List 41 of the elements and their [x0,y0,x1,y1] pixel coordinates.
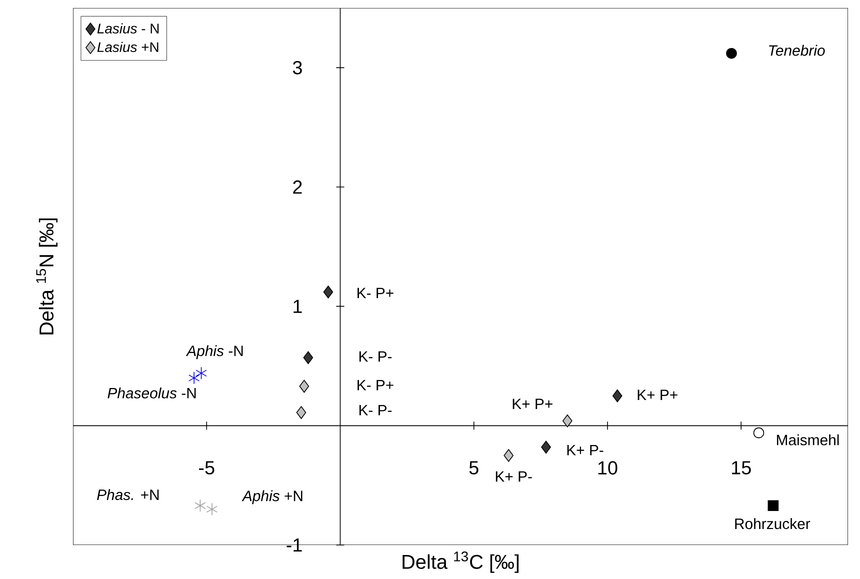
point [541,440,551,454]
annotation: Aphis -N [186,345,243,360]
point [612,389,622,402]
x-tick-label: -5 [199,461,214,474]
y-tick-label: 3 [292,60,302,74]
annotation: Aphis +N [242,490,302,504]
annotation: Rohrzucker [735,518,810,530]
x-tick-label: 5 [469,461,478,474]
point [299,380,310,393]
x-tick-label: 10 [598,461,618,475]
point [206,502,218,516]
point [726,48,737,59]
point [303,351,314,364]
annotation: Tenebrio [769,44,825,56]
point [323,286,334,298]
y-axis-title: Delta $^{15}$N [‰] [36,218,58,334]
point [296,406,306,419]
annotation: Phas. +N [97,489,159,500]
point [562,414,572,428]
legend-label: Lasius - N [97,23,159,34]
annotation: K- P+ [358,288,394,298]
annotation: K- P- [359,351,392,362]
y-tick-label: 2 [293,180,302,194]
point [196,366,207,380]
legend-label: Lasius +N [97,42,158,52]
point [194,499,206,512]
annotation: K+ P+ [638,390,678,400]
point [504,449,514,462]
annotation: K+ P- [496,471,532,482]
x-tick-label: 15 [732,461,751,474]
annotation: Maismehl [776,434,839,446]
y-tick-label: 1 [294,300,302,313]
x-axis-title: Delta $^{13}$C [‰] [402,552,519,573]
annotation: K- P- [359,405,392,416]
annotation: K+ P+ [512,398,552,410]
annotation: K- P+ [358,380,394,390]
point [753,427,764,438]
annotation: Phaseolus -N [108,387,196,398]
annotation: K+ P- [567,445,604,456]
point [768,500,779,512]
point [188,372,200,384]
